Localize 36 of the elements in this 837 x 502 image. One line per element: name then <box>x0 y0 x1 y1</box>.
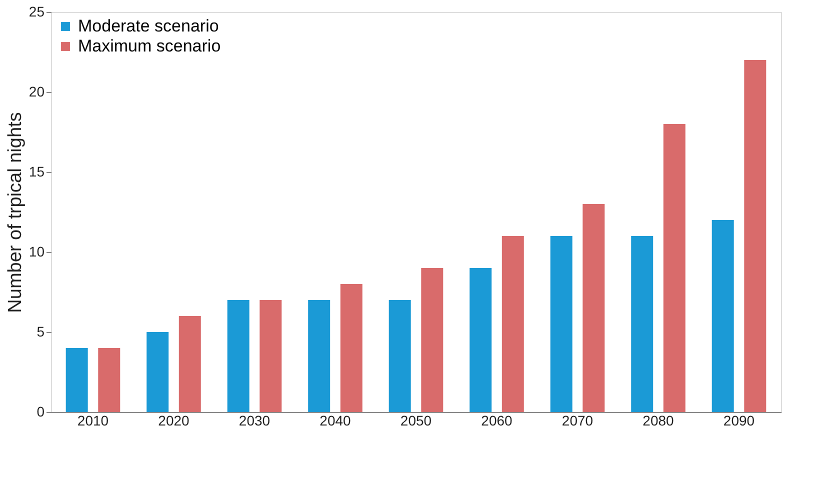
bar <box>631 236 654 412</box>
bar <box>663 124 686 412</box>
bar <box>227 300 250 412</box>
x-tick-label: 2080 <box>642 412 674 428</box>
bar <box>582 204 605 412</box>
x-tick-label: 2070 <box>562 412 594 428</box>
x-tick-label: 2020 <box>158 412 190 428</box>
x-tick-label: 2090 <box>723 412 755 428</box>
y-tick-label: 15 <box>28 164 45 180</box>
y-tick-label: 5 <box>36 324 45 340</box>
x-tick-label: 2050 <box>400 412 432 428</box>
legend-label: Maximum scenario <box>78 36 221 56</box>
y-tick-label: 25 <box>28 4 45 20</box>
y-axis-title: Number of trpical nights <box>4 112 26 313</box>
bar <box>470 268 492 412</box>
bar <box>388 300 411 412</box>
bar <box>550 236 572 412</box>
bar <box>146 332 169 412</box>
x-tick-label: 2010 <box>77 412 109 428</box>
bar <box>66 348 88 412</box>
x-tick-label: 2030 <box>238 412 270 428</box>
y-tick-label: 10 <box>28 244 45 260</box>
bar <box>744 60 766 412</box>
y-tick-label: 20 <box>28 84 45 100</box>
bar <box>178 316 201 412</box>
y-tick-label: 0 <box>36 404 45 420</box>
bar <box>260 300 282 412</box>
bar <box>308 300 330 412</box>
bar <box>340 284 362 412</box>
bar <box>502 236 524 412</box>
bar <box>98 348 120 412</box>
bar <box>712 220 734 412</box>
x-tick-label: 2060 <box>481 412 513 428</box>
x-tick-label: 2040 <box>320 412 352 428</box>
legend-label: Moderate scenario <box>78 16 219 36</box>
bar <box>421 268 444 412</box>
